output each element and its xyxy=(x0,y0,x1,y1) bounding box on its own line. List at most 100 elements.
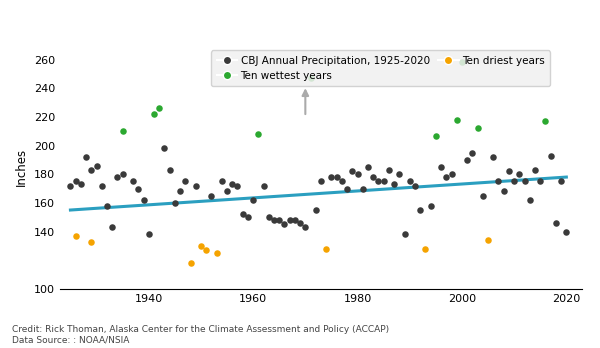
Point xyxy=(76,181,86,187)
Point xyxy=(379,179,388,184)
Point xyxy=(363,164,373,170)
Point xyxy=(92,163,101,168)
Point xyxy=(389,181,399,187)
Point xyxy=(202,247,211,253)
Point xyxy=(343,186,352,191)
Point xyxy=(227,181,237,187)
Point xyxy=(160,145,169,151)
Point xyxy=(71,179,80,184)
Point xyxy=(499,189,509,194)
Point xyxy=(509,179,519,184)
Point xyxy=(113,174,122,180)
Point xyxy=(436,164,446,170)
Point xyxy=(442,174,451,180)
Point xyxy=(421,246,430,252)
Point xyxy=(415,207,425,213)
Point xyxy=(457,60,467,65)
Point xyxy=(118,172,127,177)
Point xyxy=(410,183,420,189)
Point xyxy=(165,167,175,173)
Point xyxy=(170,200,179,206)
Point xyxy=(102,203,112,208)
Point xyxy=(483,237,493,243)
Point xyxy=(243,214,253,220)
Point xyxy=(259,183,268,189)
Point xyxy=(452,117,461,122)
Point xyxy=(149,111,159,117)
Point xyxy=(290,217,299,223)
Point xyxy=(504,168,514,174)
Point xyxy=(326,174,336,180)
Point xyxy=(285,217,295,223)
Point xyxy=(86,239,96,244)
Point xyxy=(233,183,242,189)
Point xyxy=(520,179,529,184)
Point xyxy=(556,179,566,184)
Legend: CBJ Annual Precipitation, 1925-2020, Ten wettest years, Ten driest years: CBJ Annual Precipitation, 1925-2020, Ten… xyxy=(211,50,550,86)
Point xyxy=(358,186,368,191)
Point xyxy=(332,174,341,180)
Point xyxy=(541,118,550,124)
Point xyxy=(337,179,347,184)
Point xyxy=(107,224,117,230)
Point xyxy=(368,174,378,180)
Point xyxy=(301,224,310,230)
Point xyxy=(374,179,383,184)
Point xyxy=(254,131,263,137)
Point xyxy=(133,186,143,191)
Point xyxy=(446,172,457,177)
Point xyxy=(353,172,362,177)
Point xyxy=(494,179,503,184)
Point xyxy=(347,168,357,174)
Point xyxy=(196,243,206,248)
Point xyxy=(206,193,216,198)
Point xyxy=(191,183,200,189)
Point xyxy=(269,217,279,223)
Point xyxy=(431,133,440,138)
Point xyxy=(463,157,472,163)
Point xyxy=(535,179,545,184)
Point xyxy=(238,212,248,217)
Point xyxy=(175,189,185,194)
Point xyxy=(405,179,415,184)
Point xyxy=(186,260,196,266)
Point xyxy=(551,220,560,226)
Text: Credit: Rick Thoman, Alaska Center for the Climate Assessment and Policy (ACCAP): Credit: Rick Thoman, Alaska Center for t… xyxy=(12,325,389,345)
Point xyxy=(316,179,326,184)
Point xyxy=(118,128,127,134)
Point xyxy=(212,250,221,256)
Point xyxy=(97,183,107,189)
Point xyxy=(144,232,154,237)
Point xyxy=(546,153,556,158)
Point xyxy=(65,183,75,189)
Point xyxy=(306,76,316,81)
Point xyxy=(128,179,138,184)
Point xyxy=(71,233,80,239)
Point xyxy=(181,179,190,184)
Point xyxy=(217,179,227,184)
Point xyxy=(82,154,91,160)
Point xyxy=(154,105,164,111)
Point xyxy=(222,189,232,194)
Point xyxy=(311,207,320,213)
Point xyxy=(384,167,394,173)
Point xyxy=(264,214,274,220)
Point xyxy=(322,246,331,252)
Point xyxy=(394,172,404,177)
Point xyxy=(562,229,571,234)
Point xyxy=(400,232,409,237)
Point xyxy=(530,167,540,173)
Point xyxy=(139,197,148,203)
Point xyxy=(280,222,289,227)
Point xyxy=(274,217,284,223)
Point xyxy=(478,193,488,198)
Point xyxy=(248,197,258,203)
Point xyxy=(295,220,305,226)
Point xyxy=(488,154,498,160)
Point xyxy=(467,150,477,156)
Point xyxy=(515,172,524,177)
Point xyxy=(525,197,535,203)
Point xyxy=(426,203,436,208)
Point xyxy=(86,167,96,173)
Point xyxy=(473,126,482,131)
